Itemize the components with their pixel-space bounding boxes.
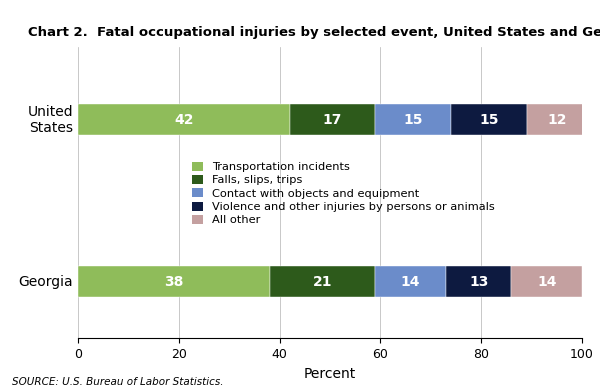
- Text: 12: 12: [547, 113, 566, 126]
- Text: 38: 38: [164, 275, 184, 289]
- Bar: [269, 266, 376, 297]
- X-axis label: Percent: Percent: [304, 367, 356, 381]
- Text: 14: 14: [401, 275, 421, 289]
- Text: 17: 17: [323, 113, 342, 126]
- Text: 15: 15: [403, 113, 423, 126]
- Bar: [78, 104, 290, 135]
- Bar: [376, 266, 446, 297]
- Bar: [451, 104, 527, 135]
- Bar: [511, 266, 582, 297]
- Bar: [290, 104, 376, 135]
- Bar: [78, 266, 269, 297]
- Text: Chart 2.  Fatal occupational injuries by selected event, United States and Georg: Chart 2. Fatal occupational injuries by …: [28, 26, 600, 39]
- Text: 21: 21: [313, 275, 332, 289]
- Text: 13: 13: [469, 275, 488, 289]
- Text: 15: 15: [479, 113, 499, 126]
- Text: SOURCE: U.S. Bureau of Labor Statistics.: SOURCE: U.S. Bureau of Labor Statistics.: [12, 377, 223, 387]
- Bar: [446, 266, 511, 297]
- Legend: Transportation incidents, Falls, slips, trips, Contact with objects and equipmen: Transportation incidents, Falls, slips, …: [190, 159, 497, 228]
- Bar: [527, 104, 587, 135]
- Text: 14: 14: [537, 275, 556, 289]
- Bar: [376, 104, 451, 135]
- Text: 42: 42: [174, 113, 194, 126]
